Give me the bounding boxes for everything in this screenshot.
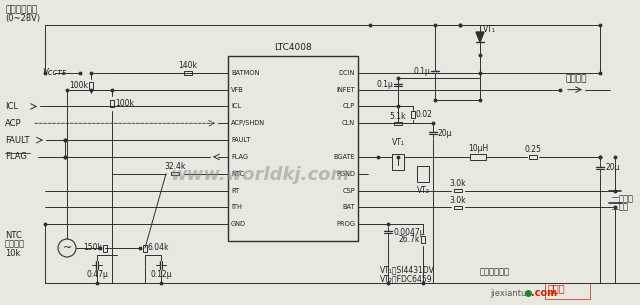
- Text: INFET: INFET: [336, 87, 355, 93]
- Text: ACP/SHDN: ACP/SHDN: [231, 120, 265, 126]
- Text: BAT: BAT: [342, 204, 355, 210]
- Text: 26.7k: 26.7k: [399, 235, 420, 244]
- Text: NTC: NTC: [231, 171, 244, 177]
- Text: CLP: CLP: [343, 103, 355, 109]
- Text: 5.1k: 5.1k: [390, 112, 406, 120]
- Bar: [412, 111, 415, 118]
- Text: 电池: 电池: [619, 202, 629, 211]
- Text: ACP: ACP: [5, 119, 22, 128]
- Text: .com: .com: [531, 288, 557, 298]
- Text: FAULT: FAULT: [231, 137, 250, 143]
- Text: 系统负载: 系统负载: [565, 75, 586, 84]
- Text: 接线图: 接线图: [548, 283, 566, 293]
- Text: 0.12μ: 0.12μ: [150, 270, 172, 279]
- Text: 0.0047μ: 0.0047μ: [393, 228, 424, 237]
- Bar: [171, 172, 179, 175]
- Bar: [394, 121, 402, 125]
- Text: 热敏电阐: 热敏电阐: [5, 239, 25, 249]
- Text: ~: ~: [62, 243, 72, 253]
- Bar: [454, 189, 462, 192]
- Text: VT₁：SI4431DV: VT₁：SI4431DV: [380, 265, 435, 275]
- Text: FAULT: FAULT: [5, 136, 29, 145]
- Polygon shape: [476, 32, 484, 42]
- Text: VT₁: VT₁: [392, 138, 404, 147]
- Bar: [89, 82, 93, 89]
- Text: BGATE: BGATE: [333, 154, 355, 160]
- Text: CLN: CLN: [342, 120, 355, 126]
- Text: 150k: 150k: [83, 243, 102, 253]
- Bar: [529, 155, 537, 159]
- Text: VT₂: VT₂: [417, 186, 429, 195]
- Text: FLAG: FLAG: [231, 154, 248, 160]
- Text: www.worldkj.com: www.worldkj.com: [170, 166, 349, 184]
- Bar: [421, 236, 425, 243]
- Text: 6.04k: 6.04k: [148, 243, 169, 253]
- Text: 3.0k: 3.0k: [450, 196, 467, 205]
- Text: 20μ: 20μ: [438, 129, 452, 138]
- Text: DCIN: DCIN: [339, 70, 355, 76]
- Text: GND: GND: [231, 221, 246, 227]
- Bar: [184, 71, 192, 74]
- Text: 3.0k: 3.0k: [450, 179, 467, 188]
- Text: NTC: NTC: [5, 231, 22, 241]
- Text: 锂离子: 锂离子: [619, 194, 634, 203]
- Text: 140k: 140k: [179, 61, 198, 70]
- Text: 10k: 10k: [5, 249, 20, 257]
- Bar: [110, 100, 114, 107]
- Text: PGND: PGND: [336, 171, 355, 177]
- Text: 0.47μ: 0.47μ: [86, 270, 108, 279]
- Text: CSP: CSP: [342, 188, 355, 194]
- Text: jiexiantu: jiexiantu: [490, 289, 526, 297]
- Text: ICL: ICL: [5, 102, 18, 111]
- Text: VFB: VFB: [231, 87, 244, 93]
- Text: VT₁: VT₁: [483, 26, 496, 34]
- Text: 0.25: 0.25: [525, 145, 541, 154]
- Text: ITH: ITH: [231, 204, 242, 210]
- Bar: [143, 245, 147, 252]
- Text: VT₂：FDC6459: VT₂：FDC6459: [380, 274, 433, 284]
- Text: 0.02: 0.02: [416, 110, 433, 119]
- Text: 100k: 100k: [115, 99, 134, 108]
- Bar: [228, 56, 358, 241]
- Text: 20μ: 20μ: [605, 163, 620, 172]
- Bar: [454, 206, 462, 209]
- Text: RT: RT: [231, 188, 239, 194]
- Text: FLAG: FLAG: [5, 152, 27, 161]
- Text: 0.1μ: 0.1μ: [376, 80, 393, 89]
- Bar: [103, 245, 107, 252]
- Bar: [470, 154, 486, 160]
- Text: 直流输入电压: 直流输入电压: [5, 5, 37, 15]
- Bar: [392, 154, 404, 170]
- Text: 32.4k: 32.4k: [164, 162, 186, 171]
- Text: PROG: PROG: [336, 221, 355, 227]
- Text: LTC4008: LTC4008: [274, 43, 312, 52]
- Text: Vᴄᴄᴛᴇ: Vᴄᴄᴛᴇ: [42, 68, 66, 77]
- Text: (0~28V): (0~28V): [5, 15, 40, 23]
- Text: 10μH: 10μH: [468, 144, 488, 153]
- Text: 充电电流监视: 充电电流监视: [480, 267, 510, 277]
- Bar: [545, 283, 590, 299]
- Text: ICL: ICL: [231, 103, 241, 109]
- Text: 100k: 100k: [69, 81, 88, 90]
- Text: 0.1μ: 0.1μ: [413, 67, 430, 77]
- Text: BATMON: BATMON: [231, 70, 259, 76]
- Bar: [417, 166, 429, 182]
